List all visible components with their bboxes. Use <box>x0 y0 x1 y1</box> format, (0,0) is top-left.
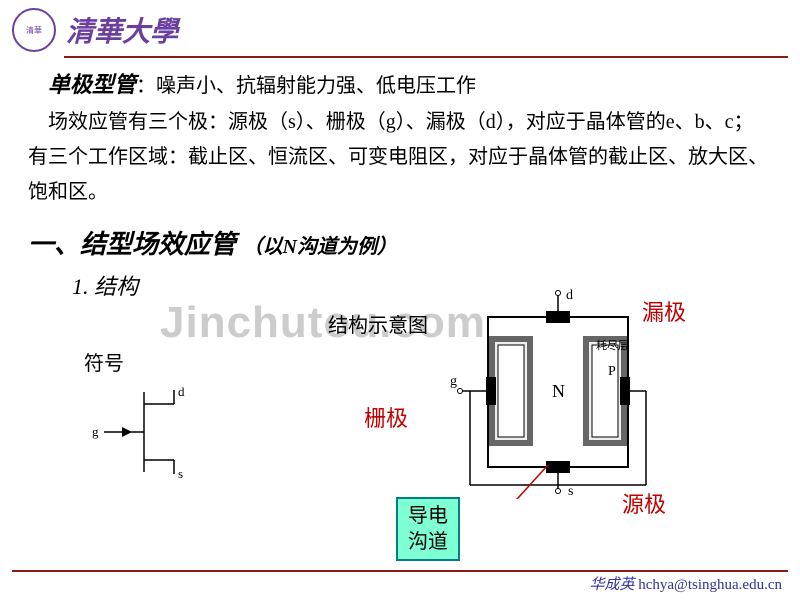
author-name: 华成英 <box>589 577 634 593</box>
footer: 华成英 hchya@tsinghua.edu.cn <box>589 573 782 594</box>
svg-text:耗尽层: 耗尽层 <box>596 339 629 352</box>
paragraph-1: 单极型管：噪声小、抗辐射能力强、低电压工作 <box>28 66 772 105</box>
section-heading: 一、结型场效应管 （以N沟道为例） <box>28 224 772 261</box>
bottom-divider <box>12 570 788 572</box>
channel-box: 导电沟道 <box>396 497 460 561</box>
structure-diagram: d g s N P 耗尽层 <box>448 289 668 504</box>
svg-text:N: N <box>552 381 565 401</box>
svg-text:g: g <box>92 424 99 439</box>
channel-text: 导电沟道 <box>408 505 448 553</box>
label-source: 源极 <box>622 487 666 519</box>
svg-text:s: s <box>178 466 183 481</box>
label-gate: 栅极 <box>364 401 408 433</box>
svg-text:d: d <box>178 384 185 399</box>
diagram-area: 结构示意图 符号 d g s <box>28 307 772 487</box>
svg-text:d: d <box>566 289 573 303</box>
jfet-structure-icon: d g s N P 耗尽层 <box>448 289 668 499</box>
author-email: hchya@tsinghua.edu.cn <box>638 577 782 593</box>
structure-diagram-title: 结构示意图 <box>328 309 428 338</box>
university-name: 清華大學 <box>66 10 178 50</box>
symbol-label: 符号 <box>84 347 194 376</box>
slide-content: 单极型管：噪声小、抗辐射能力强、低电压工作 场效应管有三个极：源极（s）、栅极（… <box>0 66 800 487</box>
svg-text:g: g <box>450 374 457 389</box>
jfet-symbol-icon: d g s <box>84 382 194 482</box>
university-logo: 清華 <box>12 8 56 52</box>
svg-text:s: s <box>568 484 573 499</box>
header: 清華 清華大學 <box>0 0 800 56</box>
top-divider <box>64 56 788 58</box>
svg-text:P: P <box>608 364 616 379</box>
paragraph-2: 场效应管有三个极：源极（s）、栅极（g）、漏极（d），对应于晶体管的e、b、c；… <box>28 105 772 210</box>
label-drain: 漏极 <box>642 295 686 327</box>
term-unipolar: 单极型管 <box>48 72 136 97</box>
symbol-block: 符号 d g s <box>84 347 194 487</box>
